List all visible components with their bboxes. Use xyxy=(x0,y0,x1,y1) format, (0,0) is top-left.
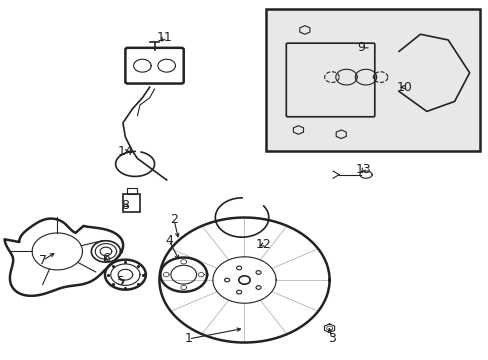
Text: 2: 2 xyxy=(170,213,178,226)
FancyBboxPatch shape xyxy=(266,9,479,152)
Text: 5: 5 xyxy=(116,275,124,288)
Text: 3: 3 xyxy=(327,333,335,346)
Text: 8: 8 xyxy=(121,198,129,212)
Bar xyxy=(126,188,136,194)
Text: 11: 11 xyxy=(156,31,172,44)
Text: 10: 10 xyxy=(396,81,412,94)
Text: 6: 6 xyxy=(102,252,110,265)
Text: 13: 13 xyxy=(355,163,371,176)
Bar xyxy=(122,194,140,212)
Text: 4: 4 xyxy=(165,234,173,247)
Text: 14: 14 xyxy=(117,145,133,158)
Text: 7: 7 xyxy=(39,254,47,267)
Text: 1: 1 xyxy=(184,333,192,346)
Text: 12: 12 xyxy=(256,238,271,251)
Text: 9: 9 xyxy=(357,41,365,54)
